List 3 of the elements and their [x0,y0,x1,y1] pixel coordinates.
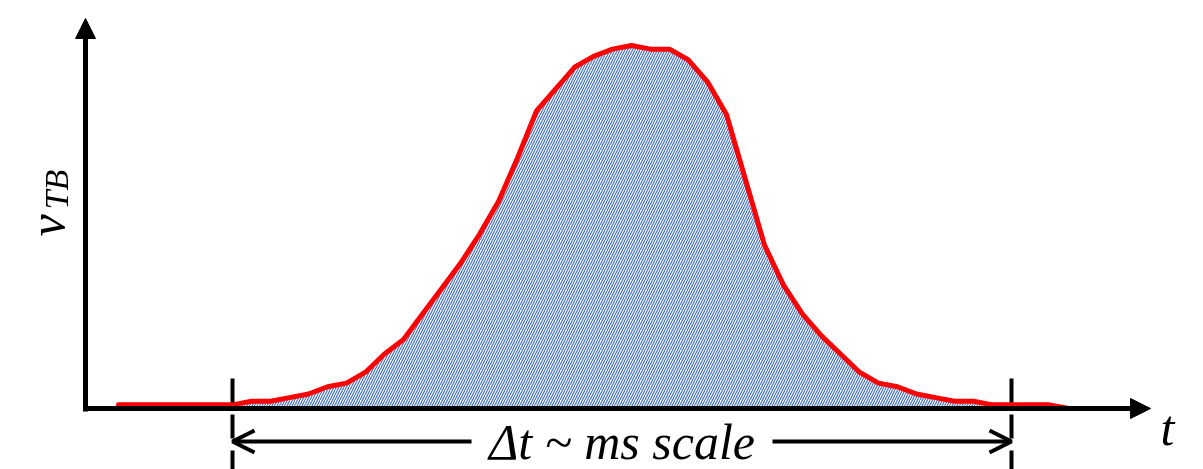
text: Δt ~ ms scale [486,413,756,469]
x-axis-title: t [1160,399,1176,456]
y-axis-title: vTB [18,169,75,237]
